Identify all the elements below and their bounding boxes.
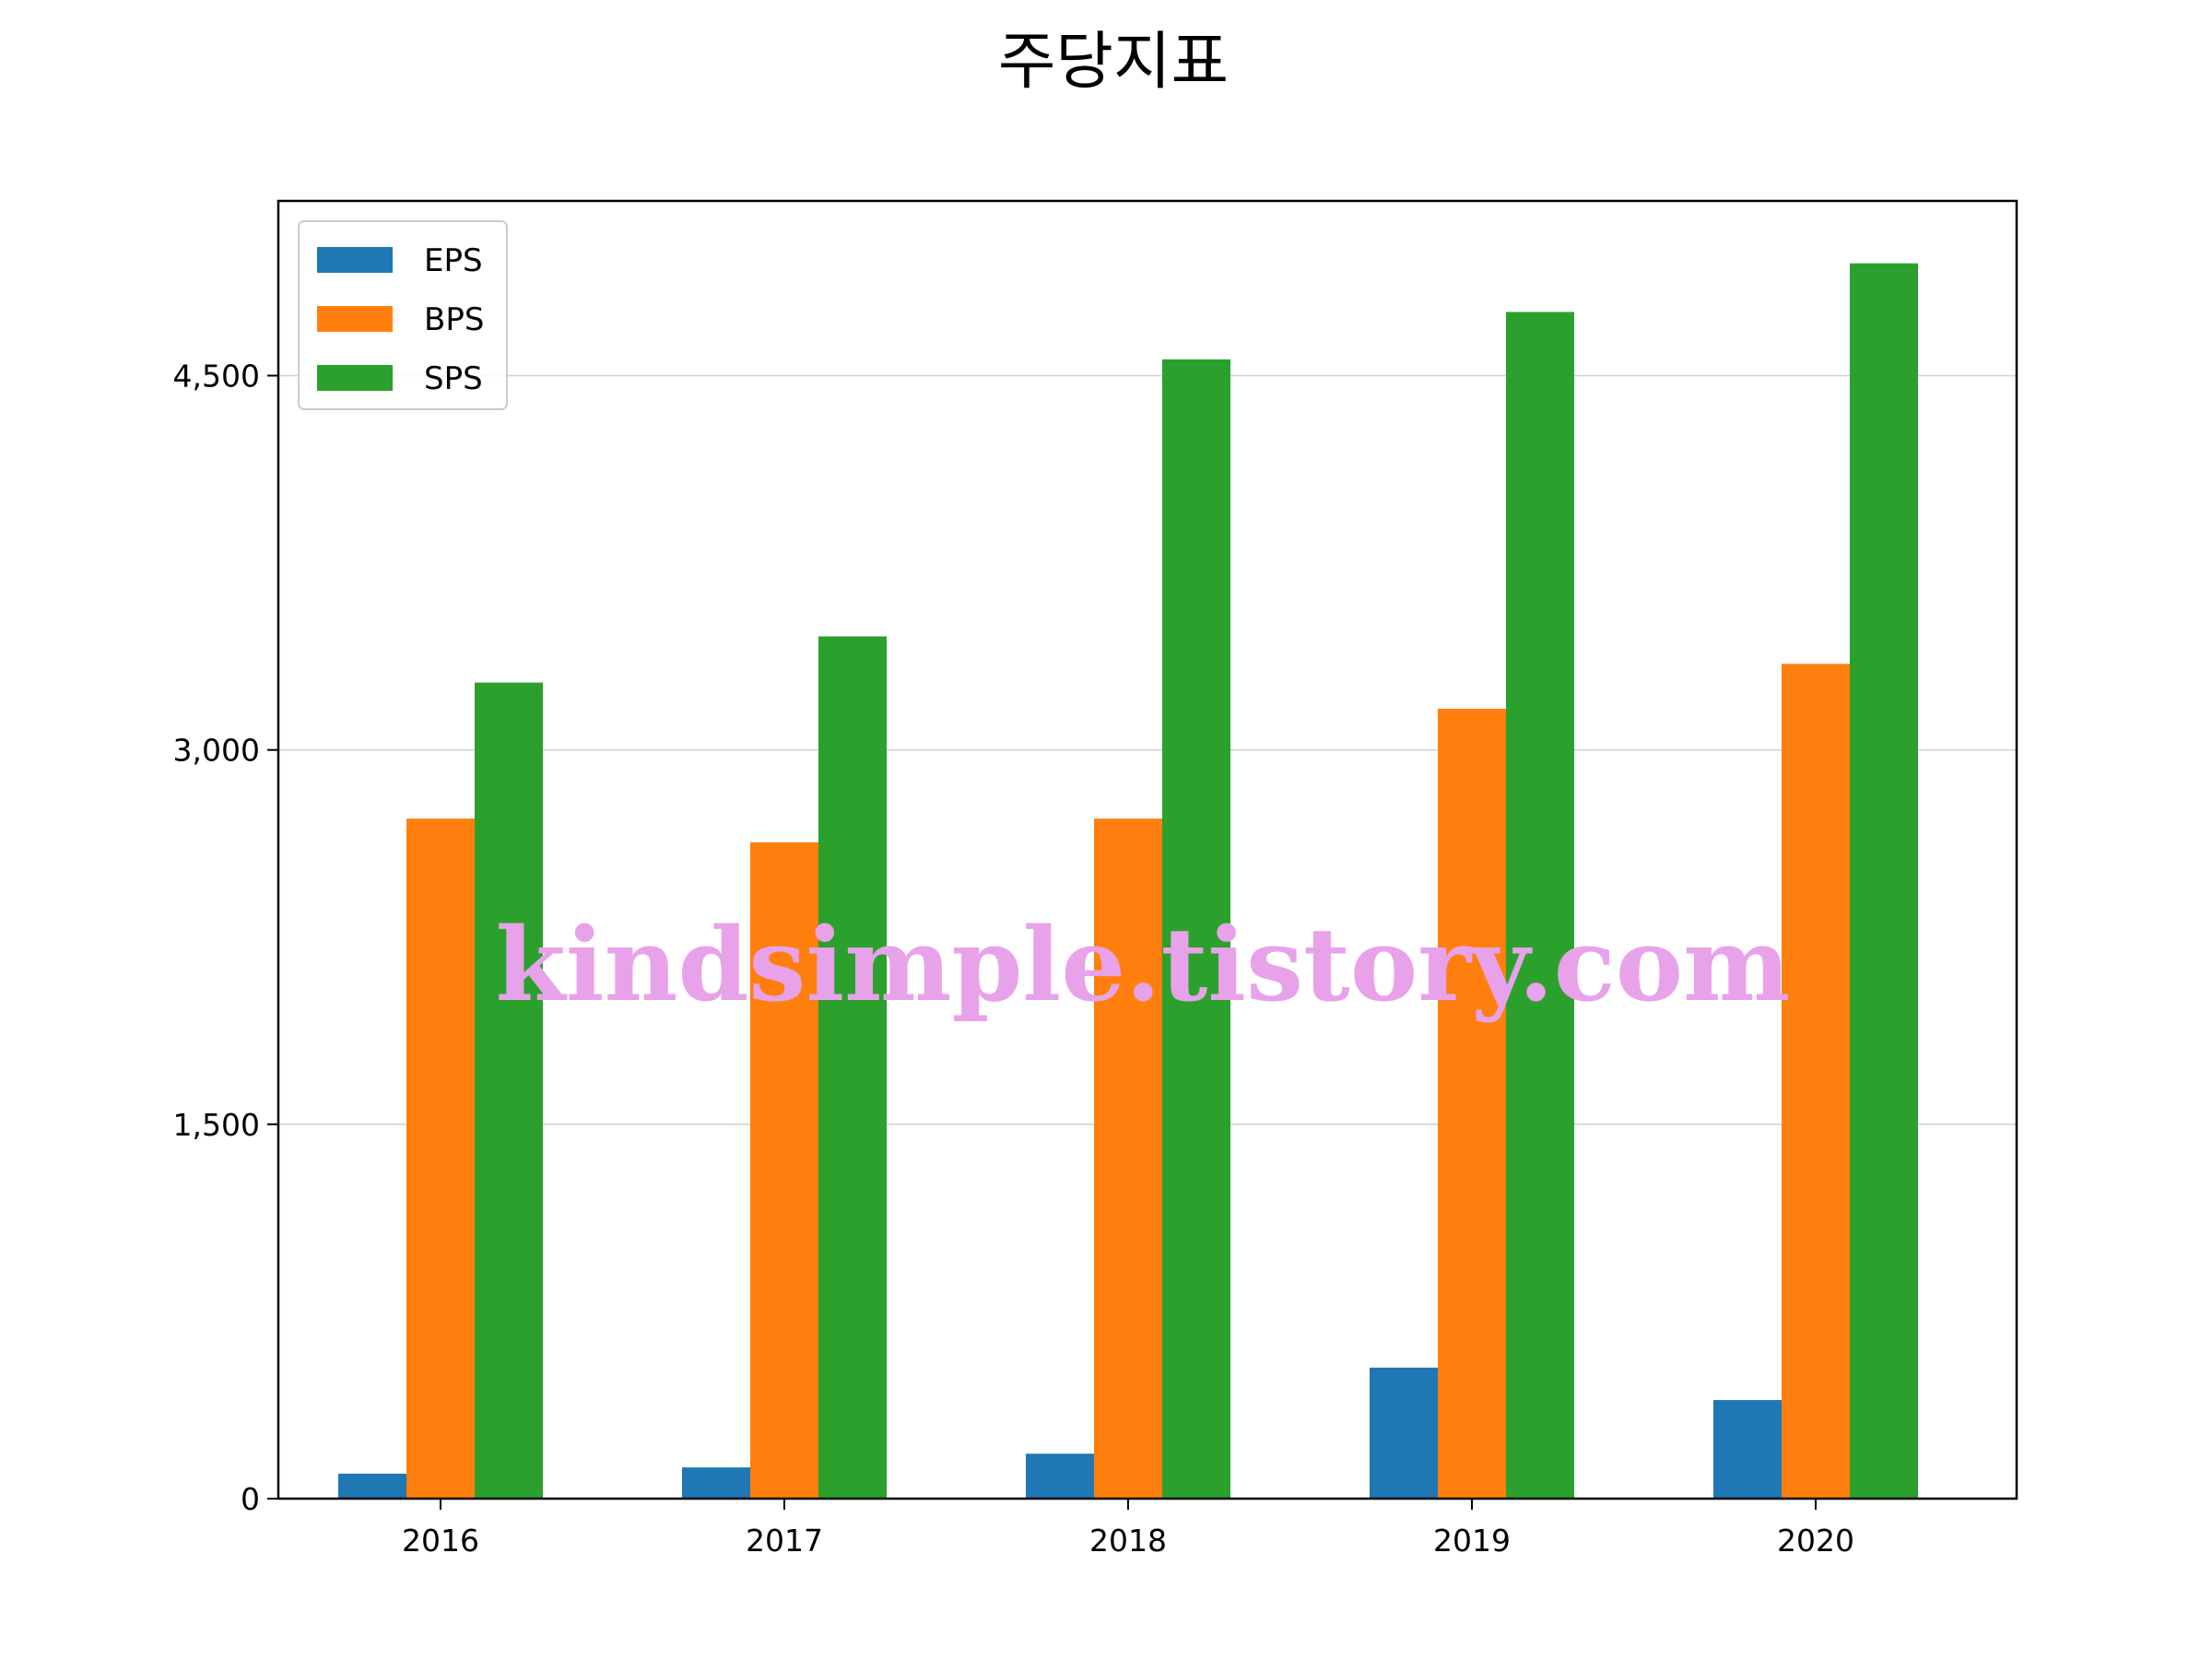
legend-label-eps: EPS [424, 242, 483, 279]
bar-eps-2019 [1370, 1367, 1438, 1499]
bar-eps-2016 [338, 1473, 406, 1499]
chart-title: 주당지표 [998, 26, 1229, 99]
x-tick-label: 2017 [746, 1523, 823, 1559]
y-tick-label: 3,000 [173, 733, 260, 769]
plot-frame [276, 199, 2018, 1500]
legend: EPS BPS SPS [298, 220, 508, 410]
x-tick-label: 2020 [1777, 1523, 1854, 1559]
legend-label-bps: BPS [424, 301, 484, 338]
legend-swatch-sps [317, 365, 393, 391]
bar-bps-2018 [1094, 818, 1162, 1499]
legend-swatch-bps [317, 306, 393, 332]
x-tick-label: 2018 [1089, 1523, 1167, 1559]
bars [338, 263, 1918, 1499]
bar-sps-2020 [1850, 263, 1918, 1499]
bar-sps-2018 [1162, 359, 1230, 1499]
bar-bps-2020 [1782, 664, 1850, 1499]
bar-sps-2017 [818, 636, 887, 1499]
bar-bps-2019 [1438, 709, 1506, 1499]
legend-label-sps: SPS [424, 360, 483, 397]
bar-sps-2019 [1506, 312, 1574, 1499]
bar-eps-2018 [1026, 1453, 1094, 1499]
axes: 0 1,500 3,000 4,500 2016 2017 2018 2019 2020 [173, 359, 1854, 1559]
y-tick-label: 4,500 [173, 359, 260, 394]
bar-eps-2017 [682, 1467, 750, 1499]
x-tick-label: 2016 [402, 1523, 479, 1559]
x-tick-label: 2019 [1433, 1523, 1511, 1559]
bar-sps-2016 [475, 682, 543, 1499]
watermark: kindsimple.tistory.com [496, 905, 1791, 1024]
legend-swatch-eps [317, 247, 393, 273]
bar-bps-2017 [750, 841, 818, 1499]
y-tick-label: 1,500 [173, 1107, 260, 1143]
y-tick-label: 0 [241, 1481, 260, 1517]
bar-bps-2016 [406, 818, 475, 1499]
bar-eps-2020 [1713, 1400, 1782, 1499]
